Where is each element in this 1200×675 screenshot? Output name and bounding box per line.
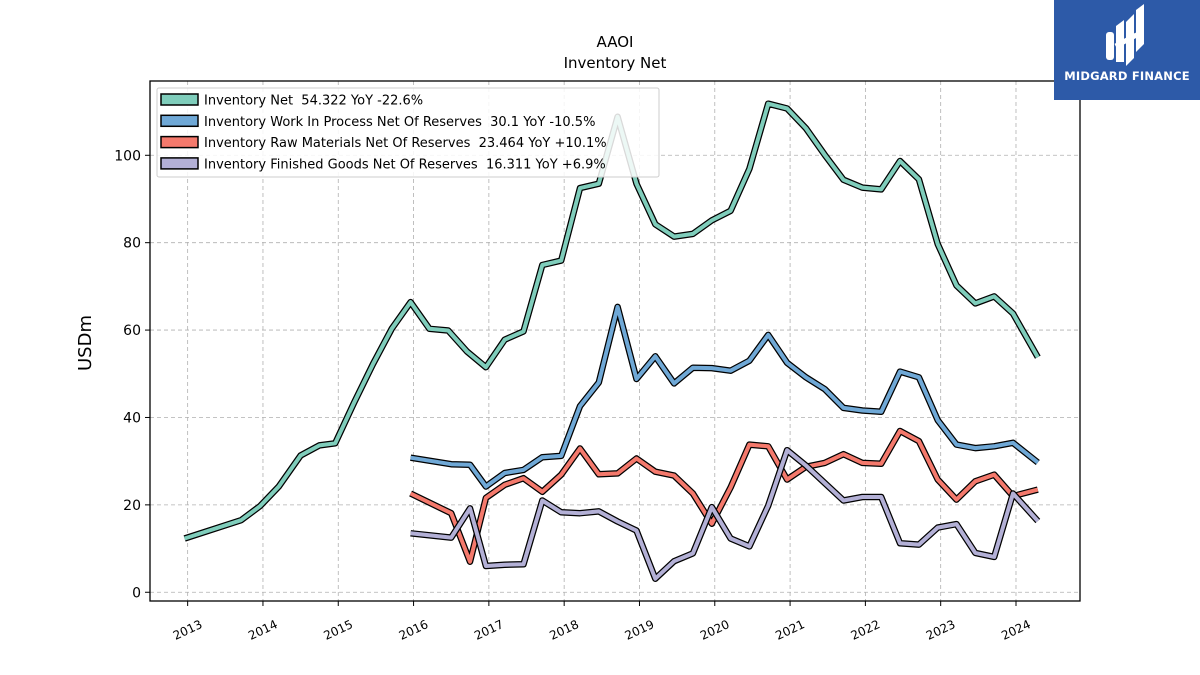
logo-text: MIDGARD FINANCE [1064, 69, 1190, 83]
x-tick-label: 2019 [623, 617, 657, 643]
chart-subtitle: Inventory Net [564, 54, 667, 72]
x-tick-label: 2021 [773, 617, 807, 643]
series-line [410, 448, 1040, 581]
x-tick-label: 2013 [171, 617, 205, 643]
legend-label: Inventory Finished Goods Net Of Reserves… [204, 157, 606, 172]
logo: MIDGARD FINANCE [1054, 0, 1200, 100]
legend-label: Inventory Work In Process Net Of Reserve… [204, 115, 595, 130]
series-2 [410, 303, 1040, 490]
x-tick-label: 2016 [397, 617, 431, 643]
y-axis-label: USDm [75, 315, 96, 371]
x-tick-label: 2023 [924, 617, 958, 643]
x-tick-label: 2022 [849, 617, 883, 643]
x-tick-label: 2015 [321, 617, 355, 643]
y-tick-label: 60 [123, 323, 141, 339]
series-3 [409, 427, 1039, 565]
legend-swatch [160, 93, 199, 106]
x-tick-label: 2017 [472, 617, 506, 643]
x-tick-label: 2024 [999, 617, 1033, 643]
series-line-outline [410, 446, 1041, 582]
y-tick-label: 100 [114, 148, 141, 164]
x-tick-label: 2018 [547, 617, 581, 643]
series-line [409, 429, 1039, 564]
plot-area-frame [149, 80, 1081, 602]
series-line [410, 304, 1040, 489]
legend-label: Inventory Net 54.322 YoY -22.6% [204, 94, 423, 109]
legend-swatch [160, 114, 199, 128]
series-4 [410, 446, 1041, 582]
legend-swatch [160, 157, 199, 170]
y-tick-label: 20 [123, 498, 141, 514]
legend: Inventory Net 54.322 YoY -22.6% Inventory… [156, 87, 660, 178]
y-tick-label: 40 [123, 410, 141, 426]
chart-title: AAOI [597, 33, 634, 51]
x-tick-label: 2014 [246, 617, 280, 643]
legend-swatch [160, 135, 199, 149]
x-tick-label: 2020 [698, 617, 732, 643]
legend-label: Inventory Raw Materials Net Of Reserves … [204, 136, 607, 151]
y-tick-label: 0 [132, 585, 141, 601]
y-tick-label: 80 [123, 236, 141, 252]
legend-box [156, 87, 660, 178]
midgard-logo-icon [1106, 4, 1144, 66]
series-line-outline [410, 303, 1040, 490]
